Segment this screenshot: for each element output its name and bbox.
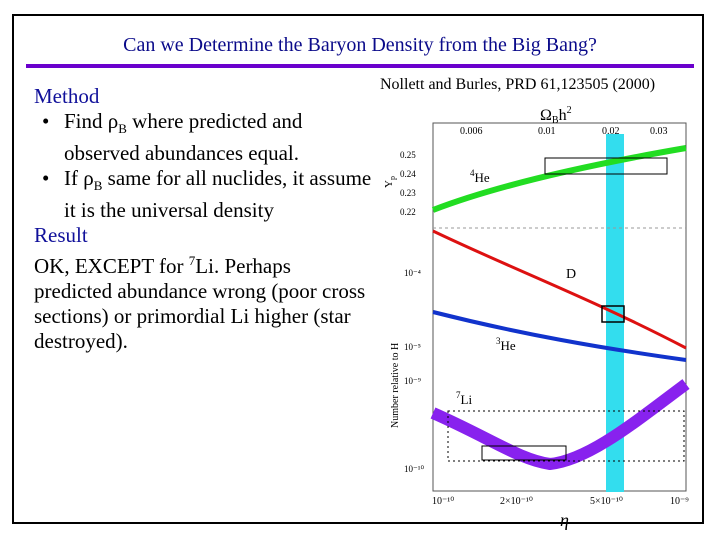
li7-observed-box [481,445,567,461]
y-tick-1: 10⁻⁵ [404,342,421,352]
bullet-2: • If ρB same for all nuclides, it assume… [36,166,374,223]
deuterium-label: D [566,267,576,282]
omega-h: h [559,107,567,124]
li7-text: Li [461,392,473,407]
omega-sup: 2 [567,105,572,116]
result-text-1: OK, EXCEPT for [34,254,189,279]
he4-label: 4He [470,168,490,185]
bullet-1: • Find ρB where predicted and observed a… [36,109,374,166]
deuterium-observed-box [601,305,625,323]
slide-frame [12,14,704,524]
plot-frame [432,122,687,492]
li7-dotted-box [447,410,685,462]
bullet-1-text-after: where predicted and observed abundances … [64,109,303,166]
method-heading: Method [34,84,100,108]
y-tick-0: 10⁻⁴ [404,268,421,278]
bullet-dot: • [42,166,50,191]
yp-tick-3: 0.22 [400,207,416,217]
y-tick-3: 10⁻¹⁰ [404,464,424,474]
li7-sup: 7 [456,390,461,400]
x-axis-label: η [560,510,569,530]
yp-tick-1: 0.24 [400,169,416,179]
deuterium-curve [432,229,687,350]
he3-text: He [501,338,516,353]
top-tick-2: 0.02 [602,126,620,137]
omega-symbol: Ω [540,107,552,124]
bullet-2-text-after: same for all nuclides, it assume it is t… [64,166,372,223]
yp-sub: p [388,176,397,180]
he3-sup: 3 [496,336,501,346]
top-tick-1: 0.01 [538,126,556,137]
omega-sub: B [552,115,559,126]
li7-label: 7Li [456,390,472,407]
rho-symbol: ρ [107,109,119,133]
he3-curve [432,310,687,362]
yp-symbol: Y [383,180,395,188]
result-text: OK, EXCEPT for 7Li. Perhaps predicted ab… [34,248,374,354]
he4-observed-box [544,157,668,175]
he3-label: 3He [496,336,516,353]
x-tick-1: 2×10⁻¹⁰ [500,496,533,507]
rho-subscript: B [93,178,103,194]
top-tick-0: 0.006 [460,126,483,137]
he4-sup: 4 [470,168,475,178]
citation: Nollett and Burles, PRD 61,123505 (2000) [380,76,656,93]
top-tick-3: 0.03 [650,126,668,137]
bullet-1-text-before: Find [64,109,108,133]
slide-title: Can we Determine the Baryon Density from… [123,34,597,56]
rho-subscript: B [118,121,127,137]
rho-symbol: ρ [83,166,94,191]
he4-curve [431,145,687,213]
yp-tick-0: 0.25 [400,150,416,160]
x-tick-0: 10⁻¹⁰ [432,496,454,507]
result-text-2: Li. Perhaps predicted abundance wrong (p… [34,254,366,354]
slide-body: Method • Find ρB where predicted and obs… [34,84,374,354]
title-divider [26,64,694,68]
result-sup: 7 [188,253,196,269]
bullet-dot: • [42,109,50,133]
result-heading: Result [34,223,88,248]
x-tick-2: 5×10⁻¹⁰ [590,496,623,507]
x-tick-3: 10⁻⁹ [670,496,689,507]
yp-tick-2: 0.23 [400,188,416,198]
top-axis-label: ΩBh2 [540,105,572,126]
bullet-2-text-before: If [64,166,84,191]
li7-curve [430,379,690,471]
bbn-abundance-figure: ΩBh2 0.006 0.01 0.02 0.03 Yp 0.25 0.24 0… [383,105,690,530]
y-tick-2: 10⁻⁹ [404,376,421,386]
yp-axis-label: Yp [383,176,397,188]
he4-text: He [475,170,490,185]
y-axis-label: Number relative to H [390,343,401,428]
